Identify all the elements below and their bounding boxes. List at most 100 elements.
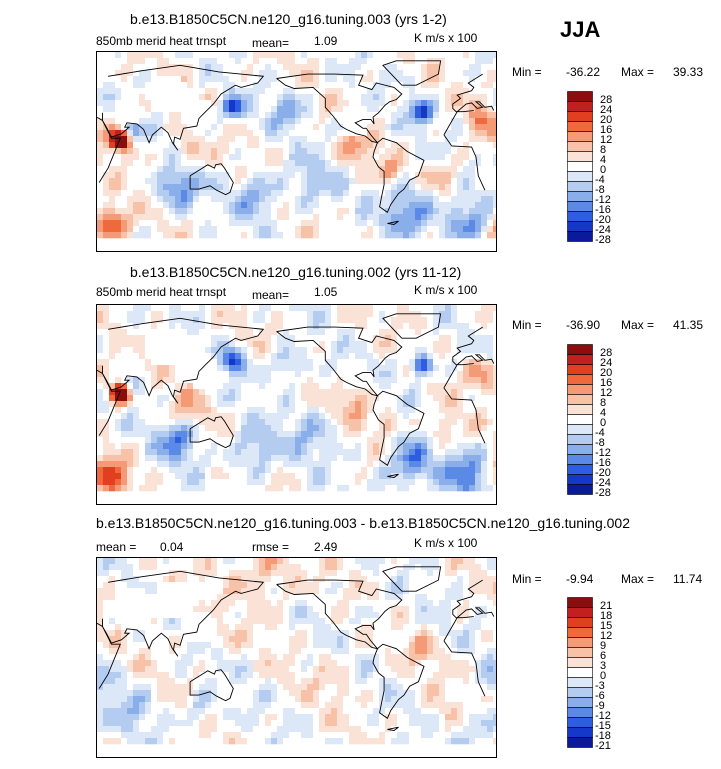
colorbar-tick-label: 4 [600,154,607,166]
coastline-greenland [382,313,442,339]
coastline-northAmerica [276,579,403,650]
panel3-rmse-label: rmse = [252,540,290,554]
colorbar-tick-label: -12 [595,447,611,459]
coastlines [97,566,495,731]
colorbar-swatch-8 [567,677,593,688]
colorbar-swatch-13 [567,474,593,485]
colorbar-tick-label: 8 [600,144,607,156]
panel3-min-value: -9.94 [566,572,594,586]
colorbar-tick-label: 28 [600,347,613,359]
colorbar-swatch-10 [567,191,593,202]
colorbar-tick-label: 16 [600,377,613,389]
coastline-greenland [382,566,442,592]
colorbar-swatch-12 [567,717,593,728]
panel2-colorbar: 28 24 20 16 12 8 4 0 -4 -8 -12 -16 -20 -24 -28 [567,344,612,499]
colorbar-swatch-2 [567,617,593,628]
season-label: JJA [560,17,601,42]
colorbar-swatch-5 [567,141,593,152]
colorbar-tick-label: -15 [595,720,611,732]
colorbar-swatch-7 [567,667,593,678]
colorbar-swatch-3 [567,121,593,132]
panel2-min-value: -36.90 [566,318,601,332]
colorbar-tick-label: -8 [595,184,605,196]
colorbar-swatch-11 [567,707,593,718]
panel2-contour-field [97,305,496,492]
colorbar-swatch-4 [567,131,593,142]
panel1-min-label: Min = [512,65,542,79]
colorbar-tick-label: 0 [600,670,607,682]
coastline-australia [189,669,234,702]
colorbar-swatch-5 [567,394,593,405]
colorbar-swatch-9 [567,181,593,192]
colorbar-swatch-8 [567,424,593,435]
panel2-min-label: Min = [512,318,542,332]
colorbar-tick-label: 20 [600,367,613,379]
colorbar-tick-label: 9 [600,640,607,652]
colorbar-swatches [567,91,593,242]
colorbar-swatch-1 [567,607,593,618]
panel1-contour-field [97,52,496,239]
colorbar-swatch-13 [567,221,593,232]
colorbar-swatch-1 [567,354,593,365]
panel3-max-label: Max = [621,572,655,586]
colorbar-swatch-7 [567,414,593,425]
colorbar-tick-label: -4 [595,427,605,439]
colorbar-tick-label: -12 [595,194,611,206]
colorbar-swatch-11 [567,454,593,465]
panel3-rmse-value: 2.49 [314,540,338,554]
colorbar-tick-label: 28 [600,94,613,106]
colorbar-tick-label: -24 [595,224,611,236]
panel1-title: b.e13.B1850C5CN.ne120_g16.tuning.003 (yr… [130,11,447,27]
colorbar-tick-label: -20 [595,467,611,479]
colorbar-tick-label: 20 [600,114,613,126]
colorbar-swatch-0 [567,597,593,608]
coastline-africaEurasia [97,317,495,444]
colorbar-swatch-2 [567,111,593,122]
panel2-variable: 850mb merid heat trnspt [96,285,227,299]
colorbar-swatch-4 [567,637,593,648]
colorbar-swatch-10 [567,697,593,708]
colorbar-swatch-12 [567,464,593,475]
panel2-units: K m/s x 100 [414,283,478,297]
colorbar-swatch-6 [567,657,593,668]
colorbar-swatch-14 [567,231,593,242]
coastline-antarcticaTip [387,726,399,731]
panel2-max-label: Max = [621,318,655,332]
colorbar-swatches [567,597,593,748]
panel2-max-value: 41.35 [673,318,704,332]
colorbar-swatch-9 [567,434,593,445]
colorbar-swatch-11 [567,201,593,212]
colorbar-tick-label: 15 [600,620,613,632]
colorbar-tick-label: -21 [595,740,611,752]
colorbar-tick-label: -12 [595,710,611,722]
coastline-africaEurasia [97,570,495,697]
colorbar-swatch-5 [567,647,593,658]
panel1-map [96,51,497,252]
colorbar-swatch-7 [567,161,593,172]
coastline-northAmerica [276,73,403,144]
colorbar-swatch-9 [567,687,593,698]
panel3-title: b.e13.B1850C5CN.ne120_g16.tuning.003 - b… [96,515,630,531]
colorbar-tick-label: -4 [595,174,605,186]
colorbar-tick-label: -28 [595,234,611,246]
colorbar-swatch-12 [567,211,593,222]
panel3-contour-field [97,558,496,745]
panel1-mean-label: mean= [252,36,290,50]
colorbar-tick-label: 24 [600,357,613,369]
colorbar-swatch-3 [567,627,593,638]
panel1-units: K m/s x 100 [414,31,478,45]
contour-cells [97,305,496,492]
colorbar-swatch-10 [567,444,593,455]
coastline-antarcticaTip [387,473,399,478]
colorbar-swatch-2 [567,364,593,375]
coastline-africaEurasia [97,64,495,191]
colorbar-swatch-14 [567,737,593,748]
panel3-max-value: 11.74 [673,572,703,586]
colorbar-tick-label: -9 [595,700,605,712]
colorbar-tick-label: 16 [600,124,613,136]
colorbar-swatch-14 [567,484,593,495]
colorbar-tick-label: 12 [600,134,613,146]
colorbar-swatches [567,344,593,495]
panel2-title: b.e13.B1850C5CN.ne120_g16.tuning.002 (yr… [130,264,462,280]
colorbar-tick-label: 3 [600,660,607,672]
